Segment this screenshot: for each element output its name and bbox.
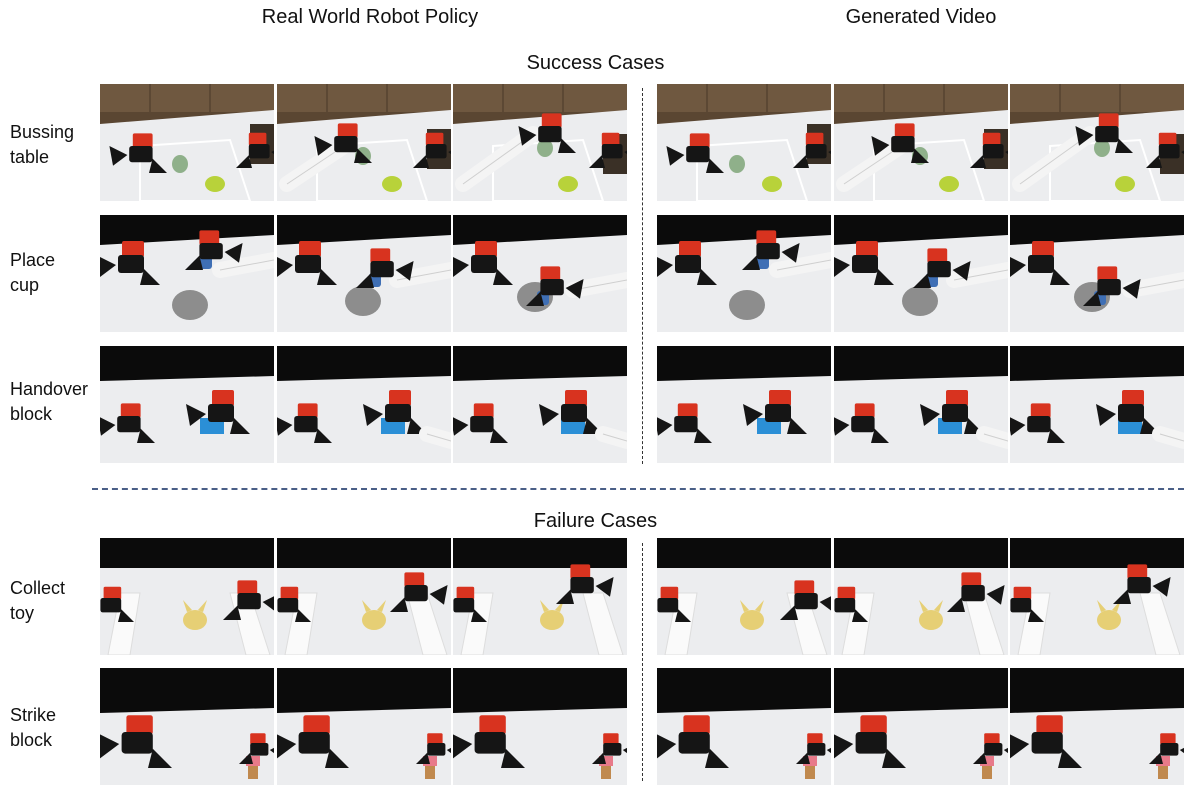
frame-bussing-generated-1 bbox=[657, 84, 831, 201]
frame-bussing-real-2 bbox=[277, 84, 451, 201]
row-label-strike-block: Strike block bbox=[10, 703, 56, 753]
frame-handover-real-2 bbox=[277, 346, 451, 463]
row-label-line: cup bbox=[10, 275, 40, 295]
frame-strike-generated-3 bbox=[1010, 668, 1184, 785]
row-label-line: Handover bbox=[10, 379, 89, 399]
row-label-line: block bbox=[10, 730, 53, 750]
frame-strike-real-1 bbox=[100, 668, 274, 785]
frame-handover-real-1 bbox=[100, 346, 274, 463]
frame-cup-real-1 bbox=[100, 215, 274, 332]
row-label-line: Place bbox=[10, 250, 56, 270]
frame-cup-generated-3 bbox=[1010, 215, 1184, 332]
row-label-line: block bbox=[10, 404, 53, 424]
section-title-failure: Failure Cases bbox=[533, 510, 658, 532]
frame-toy-real-2 bbox=[277, 538, 451, 655]
frame-cup-real-3 bbox=[453, 215, 627, 332]
row-label-line: Collect bbox=[10, 578, 66, 598]
row-label-line: Bussing bbox=[10, 122, 75, 142]
frame-strike-generated-1 bbox=[657, 668, 831, 785]
frame-bussing-generated-3 bbox=[1010, 84, 1184, 201]
frame-toy-generated-3 bbox=[1010, 538, 1184, 655]
frame-toy-real-3 bbox=[453, 538, 627, 655]
frame-toy-real-1 bbox=[100, 538, 274, 655]
row-label-line: toy bbox=[10, 603, 35, 623]
frame-cup-generated-2 bbox=[834, 215, 1008, 332]
frame-bussing-real-1 bbox=[100, 84, 274, 201]
frame-toy-generated-1 bbox=[657, 538, 831, 655]
frame-strike-real-3 bbox=[453, 668, 627, 785]
frame-toy-generated-2 bbox=[834, 538, 1008, 655]
frame-cup-real-2 bbox=[277, 215, 451, 332]
frame-handover-generated-3 bbox=[1010, 346, 1184, 463]
frame-cup-generated-1 bbox=[657, 215, 831, 332]
row-label-line: Strike bbox=[10, 705, 57, 725]
frame-strike-generated-2 bbox=[834, 668, 1008, 785]
frame-bussing-generated-2 bbox=[834, 84, 1008, 201]
frame-bussing-real-3 bbox=[453, 84, 627, 201]
row-label-line: table bbox=[10, 147, 50, 167]
row-label-collect-toy: Collect toy bbox=[10, 576, 65, 626]
frame-handover-real-3 bbox=[453, 346, 627, 463]
header-real-world-policy: Real World Robot Policy bbox=[261, 6, 479, 28]
frame-handover-generated-2 bbox=[834, 346, 1008, 463]
frame-handover-generated-1 bbox=[657, 346, 831, 463]
section-title-success: Success Cases bbox=[526, 52, 665, 74]
header-generated-video: Generated Video bbox=[845, 6, 997, 28]
column-divider-failure bbox=[642, 543, 643, 781]
section-divider bbox=[92, 488, 1184, 490]
row-label-place-cup: Place cup bbox=[10, 248, 55, 298]
column-divider-success bbox=[642, 88, 643, 464]
row-label-handover-block: Handover block bbox=[10, 377, 88, 427]
frame-strike-real-2 bbox=[277, 668, 451, 785]
row-label-bussing-table: Bussing table bbox=[10, 120, 74, 170]
